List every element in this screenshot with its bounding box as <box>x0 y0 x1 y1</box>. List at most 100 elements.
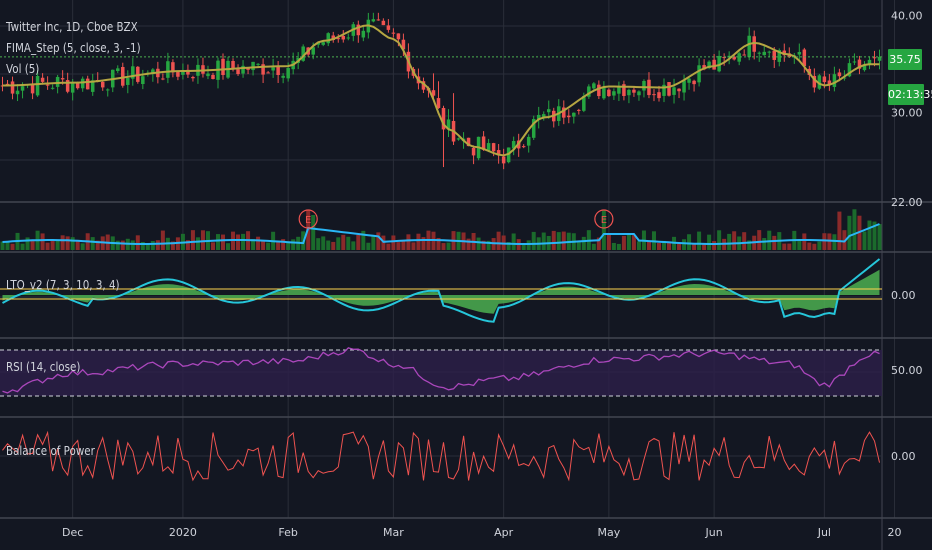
candle-body <box>331 35 336 41</box>
candle-body <box>311 47 315 55</box>
volume-bar <box>401 240 406 250</box>
volume-bar <box>486 240 491 250</box>
x-tick-label: 2020 <box>169 526 197 539</box>
candle-body <box>642 80 646 91</box>
volume-bar <box>200 230 205 250</box>
volume-bar <box>256 236 261 250</box>
volume-bar <box>817 241 822 250</box>
volume-bar <box>697 231 702 250</box>
candle-body <box>40 77 45 82</box>
candle-body <box>141 76 145 85</box>
volume-bar <box>496 231 501 250</box>
candle-body <box>827 80 832 85</box>
lto-line <box>2 258 881 323</box>
candle-body <box>847 63 852 77</box>
volume-bar <box>867 220 872 250</box>
volume-bar <box>662 240 667 250</box>
candle-body <box>371 19 376 22</box>
earnings-marker-label: E <box>601 215 607 226</box>
lto-legend[interactable]: LTO_v2 (7, 3, 10, 3, 4) <box>6 278 120 292</box>
candle-body <box>652 94 656 96</box>
candle-body <box>85 78 90 90</box>
volume-bar <box>416 233 421 250</box>
y-tick-label: 22.00 <box>891 196 923 209</box>
candle-body <box>65 80 70 92</box>
candle-body <box>346 37 351 39</box>
candle-body <box>872 57 877 59</box>
candle-body <box>211 74 215 79</box>
candle-body <box>391 32 396 34</box>
volume-bar <box>406 234 411 250</box>
candle-body <box>256 63 260 65</box>
candle-body <box>361 30 366 38</box>
candle-body <box>572 112 576 117</box>
volume-bar <box>421 237 426 250</box>
candle-body <box>45 84 50 86</box>
x-tick-label: Jun <box>705 526 723 539</box>
chart-title: Twitter Inc, 1D, Cboe BZX <box>6 20 138 34</box>
candle-body <box>396 33 401 40</box>
countdown-tag: 02:13:35 <box>888 84 932 105</box>
candle-body <box>607 89 611 97</box>
fima-line <box>2 24 880 157</box>
volume-bar <box>611 242 616 250</box>
volume-bar <box>852 209 857 250</box>
candle-body <box>772 50 777 60</box>
candle-body <box>587 86 591 97</box>
candle-body <box>271 67 275 71</box>
volume-bar <box>476 237 481 250</box>
lto-fill <box>2 269 880 314</box>
vol-legend[interactable]: Vol (5) <box>6 62 40 76</box>
candle-body <box>657 92 661 99</box>
candle-body <box>662 84 666 96</box>
volume-bar <box>581 236 586 250</box>
volume-bar <box>261 240 266 250</box>
volume-bar <box>656 243 661 250</box>
candle-body <box>326 33 330 44</box>
candle-body <box>567 115 571 118</box>
volume-bar <box>150 241 155 250</box>
volume-bar <box>707 234 712 250</box>
volume-bar <box>626 233 631 250</box>
volume-bar <box>606 234 611 250</box>
volume-bar <box>155 240 160 250</box>
candle-body <box>301 46 305 61</box>
candle-body <box>201 65 205 74</box>
candle-body <box>501 156 506 164</box>
bop-legend[interactable]: Balance of Power <box>6 444 95 458</box>
candle-body <box>712 59 716 70</box>
volume-bar <box>371 235 376 250</box>
rsi-band-fill <box>0 350 882 396</box>
candle-body <box>852 61 857 63</box>
candle-body <box>622 84 626 96</box>
candle-body <box>617 86 621 94</box>
rsi-legend[interactable]: RSI (14, close) <box>6 360 81 374</box>
volume-bar <box>481 240 486 250</box>
volume-bar <box>702 243 707 250</box>
volume-bar <box>356 234 361 250</box>
candle-body <box>592 83 596 89</box>
candle-body <box>356 24 361 36</box>
candle-body <box>842 77 847 79</box>
volume-bar <box>742 232 747 250</box>
candle-body <box>401 39 406 50</box>
candle-body <box>186 69 190 75</box>
fima-legend[interactable]: FIMA_Step (5, close, 3, -1) <box>6 41 141 55</box>
y-tick-label: 30.00 <box>891 107 923 120</box>
candle-body <box>632 89 636 93</box>
volume-bar <box>576 240 581 250</box>
volume-bar <box>0 241 5 250</box>
volume-ma-line <box>2 223 880 245</box>
candle-body <box>126 78 130 85</box>
y-tick-label: 50.00 <box>891 364 923 377</box>
volume-bar <box>311 215 316 250</box>
volume-bar <box>351 241 356 250</box>
candle-body <box>151 69 155 74</box>
candle-body <box>737 53 741 62</box>
candle-body <box>582 95 586 111</box>
volume-bar <box>551 230 556 250</box>
candle-body <box>266 72 270 74</box>
volume-bar <box>541 232 546 250</box>
